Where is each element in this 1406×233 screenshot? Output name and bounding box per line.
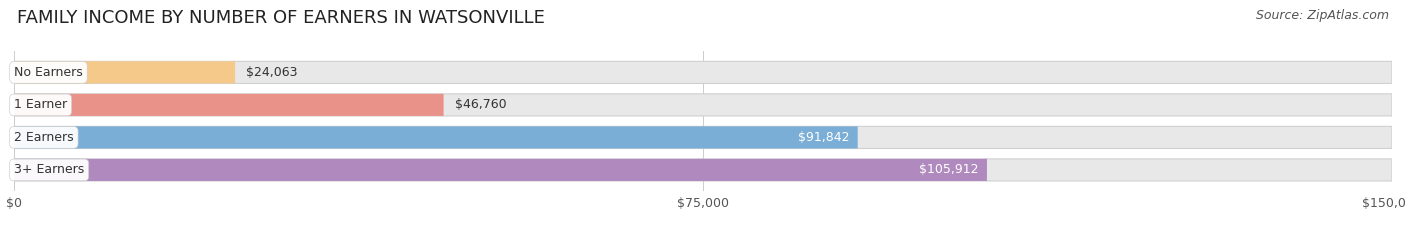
FancyBboxPatch shape [14, 159, 987, 181]
FancyBboxPatch shape [14, 61, 235, 83]
FancyBboxPatch shape [14, 61, 1392, 83]
Text: $24,063: $24,063 [246, 66, 298, 79]
Text: $105,912: $105,912 [920, 163, 979, 176]
Text: 2 Earners: 2 Earners [14, 131, 73, 144]
Text: $46,760: $46,760 [454, 98, 506, 111]
FancyBboxPatch shape [14, 126, 1392, 148]
Text: Source: ZipAtlas.com: Source: ZipAtlas.com [1256, 9, 1389, 22]
FancyBboxPatch shape [14, 94, 1392, 116]
FancyBboxPatch shape [14, 94, 443, 116]
Text: FAMILY INCOME BY NUMBER OF EARNERS IN WATSONVILLE: FAMILY INCOME BY NUMBER OF EARNERS IN WA… [17, 9, 544, 27]
Text: 1 Earner: 1 Earner [14, 98, 67, 111]
FancyBboxPatch shape [14, 159, 1392, 181]
Text: No Earners: No Earners [14, 66, 83, 79]
Text: 3+ Earners: 3+ Earners [14, 163, 84, 176]
FancyBboxPatch shape [14, 126, 858, 148]
Text: $91,842: $91,842 [799, 131, 849, 144]
